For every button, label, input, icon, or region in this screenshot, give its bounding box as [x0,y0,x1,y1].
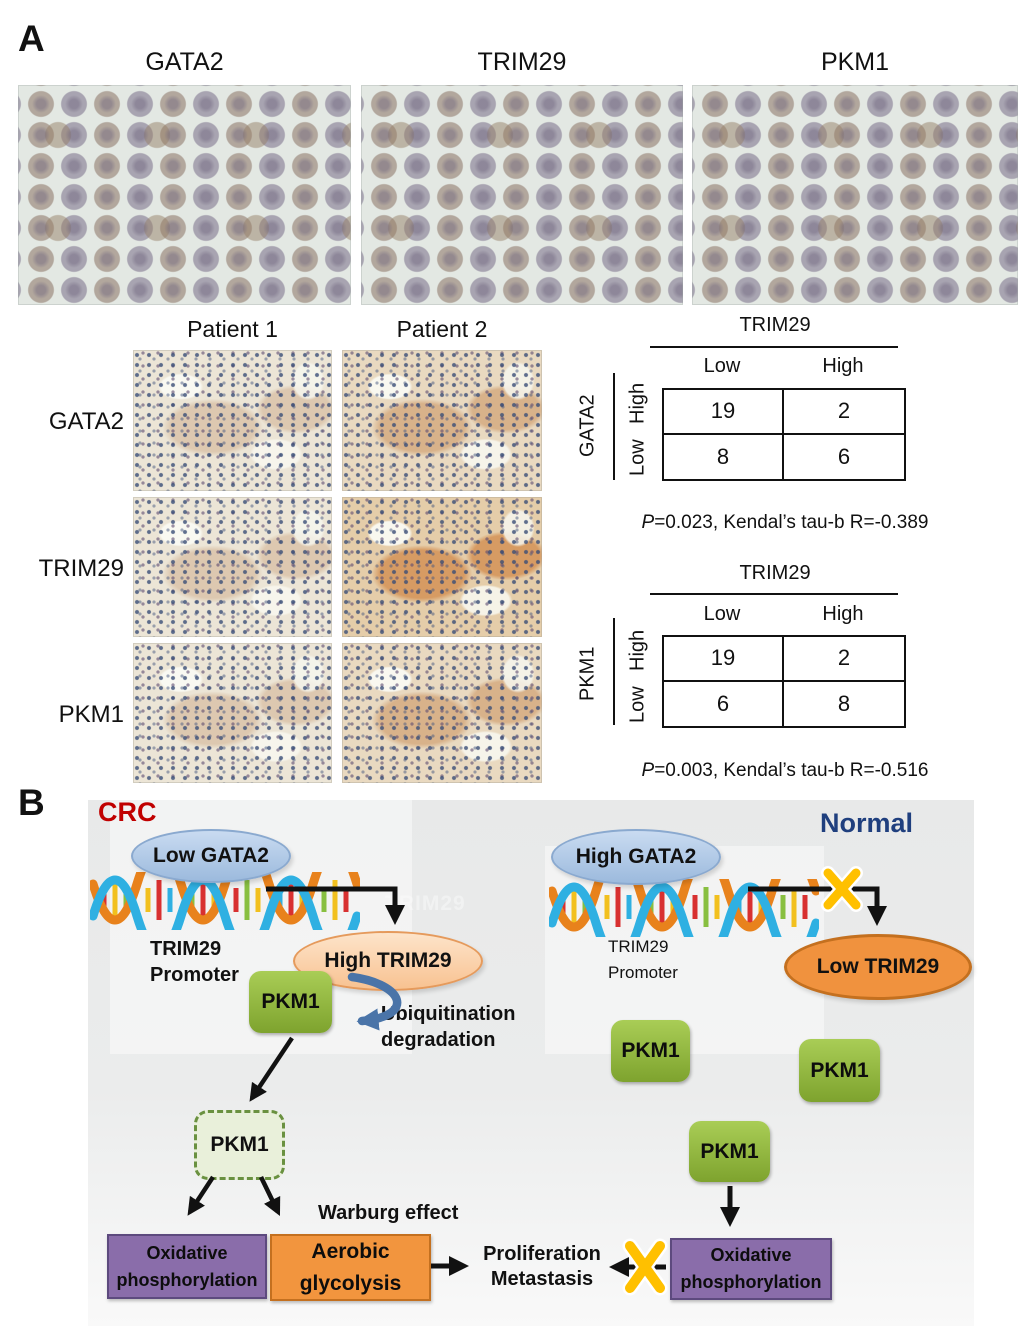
ihc-image-pkm1-patient2 [342,643,542,783]
table1-row-header-high: High [626,382,649,424]
table2-cell-low-high: 8 [837,690,851,716]
table1-col-header-low: Low [703,355,741,377]
ihc-image-gata2-patient2 [342,350,542,491]
table2-statistic: P=0.003, Kendal’s tau-b R=-0.516 [565,760,1005,782]
outcome-line2: Metastasis [490,1268,594,1290]
tma-title-pkm1: PKM1 [820,48,890,76]
table1-row-group-label: GATA2 [576,394,599,458]
table2-col-group-rule [650,593,898,595]
patient2-header: Patient 2 [396,316,488,342]
pkm1-text: PKM1 [210,1133,269,1156]
table1-col-header-high: High [822,355,864,377]
low-gata2-ellipse: Low GATA2 [131,829,291,883]
ubiquitination-line1: Ubiquitination [381,1003,516,1025]
table2-row-header-low: Low [626,686,649,724]
table2-row-header-high: High [626,629,649,671]
table1-row-group-rule [613,373,615,480]
table1-stat-p: P [641,512,655,533]
table1-cell-high-high: 2 [784,390,904,435]
table1-col-group-rule [650,346,898,348]
table1-cell-high-low: 19 [664,390,784,435]
trim29-promoter-label-normal: TRIM29 Promoter [608,934,678,985]
table2-col-header-low: Low [703,603,741,625]
tma-image-gata2 [18,85,351,305]
panel-a-label: A [18,18,45,59]
table1-col-group-label: TRIM29 [739,314,811,336]
table2-row-group-label: PKM1 [576,646,599,702]
ihc-row-label-trim29: TRIM29 [38,555,124,582]
ihc-image-trim29-patient1 [133,497,332,637]
promoter-line1: TRIM29 [150,938,222,960]
table2-row-group-rule [613,618,615,725]
tma-title-trim29: TRIM29 [477,48,567,76]
trim29-promoter-label-crc: TRIM29 Promoter [150,936,239,988]
pkm1-box-degraded: PKM1 [194,1110,285,1180]
outcome-label: Proliferation Metastasis [478,1242,606,1292]
trim29-watermark: TRIM29 [385,892,466,915]
oxidative-line1: Oxidative [146,1242,228,1263]
ihc-image-gata2-patient1 [133,350,332,491]
pkm1-box-normal-3: PKM1 [689,1121,770,1182]
patient1-header: Patient 1 [187,316,278,342]
oxidative-line1: Oxidative [710,1245,792,1265]
aerobic-glycolysis-box: Aerobic glycolysis [270,1234,431,1301]
high-gata2-ellipse: High GATA2 [551,829,721,885]
ihc-row-label-gata2: GATA2 [48,408,124,435]
oxidative-line2: phosphorylation [680,1272,822,1292]
crc-condition-label: CRC [98,797,157,827]
pkm1-text: PKM1 [700,1139,759,1163]
oxidative-phosphorylation-box-normal: Oxidative phosphorylation [670,1238,832,1300]
table2-stat-rest: =0.003, Kendal’s tau-b R=-0.516 [654,760,929,781]
promoter-line1: TRIM29 [608,937,669,956]
pkm1-text: PKM1 [621,1039,680,1062]
table1-cell-low-low: 8 [664,434,784,479]
pkm1-box-normal-2: PKM1 [799,1039,880,1102]
table2-cell-high-high: 2 [784,637,904,682]
table2-cell-high-low: 19 [664,637,784,682]
table1-cell-low-high: 6 [837,443,851,469]
high-gata2-text: High GATA2 [575,845,697,868]
ubiquitination-line2: degradation [381,1029,496,1052]
outcome-line1: Proliferation [483,1243,601,1265]
pkm1-box-normal-1: PKM1 [611,1020,690,1082]
low-trim29-ellipse: Low TRIM29 [784,934,972,1000]
panel-b-label: B [18,782,45,823]
aerobic-line2: glycolysis [299,1271,402,1295]
pkm1-box-crc: PKM1 [249,971,332,1033]
table2-col-group-label: TRIM29 [739,562,811,584]
tma-image-pkm1 [692,85,1018,305]
dna-helix-normal [549,879,819,937]
normal-condition-label: Normal [820,808,914,838]
table1-statistic: P=0.023, Kendal’s tau-b R=-0.389 [565,512,1005,534]
oxidative-line2: phosphorylation [116,1269,258,1290]
table1-row-header-low: Low [626,439,649,477]
promoter-line2: Promoter [608,962,678,982]
ihc-image-trim29-patient2 [342,497,542,637]
ihc-row-label-pkm1: PKM1 [58,701,124,728]
tma-title-gata2: GATA2 [145,48,224,76]
pkm1-text: PKM1 [261,990,320,1013]
ubiquitination-label: Ubiquitination degradation [381,1001,515,1054]
ihc-image-pkm1-patient1 [133,643,332,783]
tma-image-trim29 [361,85,683,305]
table1-stat-rest: =0.023, Kendal’s tau-b R=-0.389 [654,512,929,533]
low-trim29-text: Low TRIM29 [816,955,940,978]
aerobic-line1: Aerobic [311,1240,390,1263]
low-gata2-text: Low GATA2 [153,844,269,867]
promoter-line2: Promoter [150,964,239,986]
table2-col-header-high: High [822,603,864,625]
warburg-effect-label: Warburg effect [318,1202,459,1224]
table2-stat-p: P [641,760,655,781]
pkm1-text: PKM1 [810,1058,869,1082]
high-trim29-text: High TRIM29 [324,949,452,972]
table2-cell-low-low: 6 [664,681,784,726]
oxidative-phosphorylation-box-crc: Oxidative phosphorylation [107,1234,267,1299]
